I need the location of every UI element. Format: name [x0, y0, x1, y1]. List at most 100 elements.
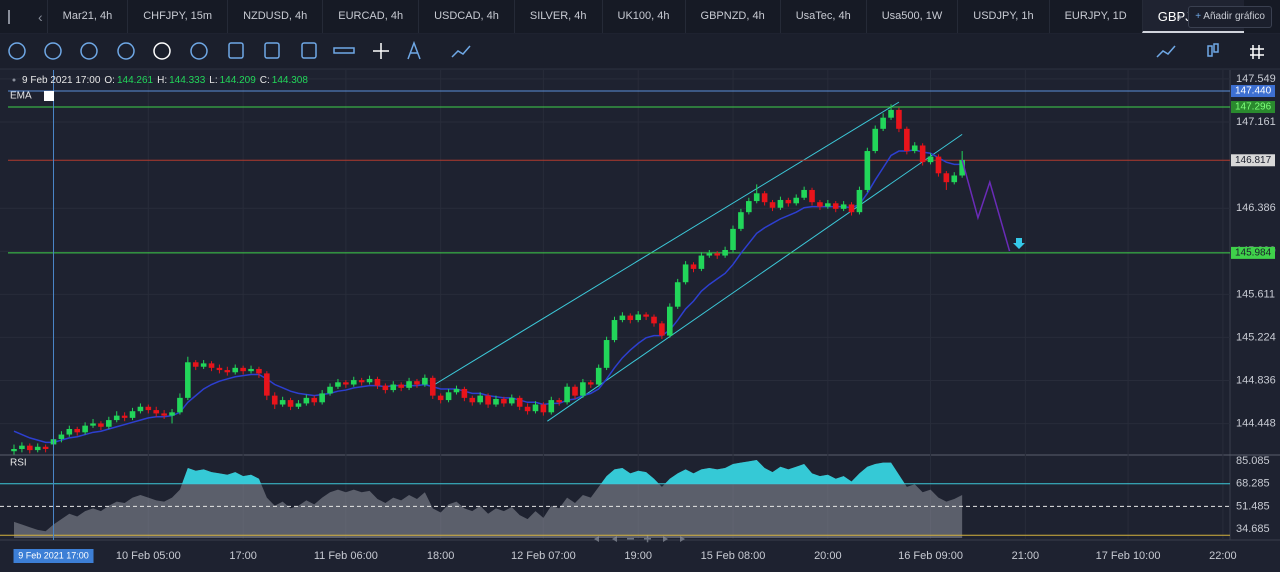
candle-body — [208, 363, 215, 368]
candle-body — [232, 367, 239, 373]
toolbar — [0, 34, 1280, 69]
candle-body — [153, 410, 160, 414]
rsi-tick-label: 68.285 — [1236, 478, 1270, 490]
price-flag — [1231, 246, 1275, 259]
candle-body — [406, 381, 412, 388]
x-tick-label: 19:00 — [624, 550, 652, 562]
candle-body — [493, 398, 499, 405]
candle-body — [817, 202, 823, 207]
candle-body — [437, 395, 444, 401]
rsi-tick-label: 85.085 — [1236, 455, 1270, 467]
candle-body — [706, 253, 713, 256]
candle-body — [864, 151, 871, 190]
chart-tab[interactable]: GBPNZD, 4h — [684, 0, 780, 33]
rsi-label: RSI — [10, 458, 27, 469]
close-overlay — [44, 91, 54, 101]
candle-body — [635, 314, 641, 321]
candle-body — [34, 446, 41, 451]
candle-body — [595, 367, 602, 385]
chart-tab[interactable]: USDCAD, 4h — [418, 0, 514, 33]
candle-body — [303, 397, 310, 404]
chart-tab[interactable]: Usa500, 1W — [865, 0, 958, 33]
candle-body — [904, 128, 910, 152]
x-tick-label: 15 Feb 08:00 — [701, 550, 766, 562]
rsi-tick-label: 34.685 — [1236, 523, 1270, 535]
add-chart-button[interactable]: + Añadir gráfico — [1188, 6, 1272, 28]
chart-tab[interactable]: USDJPY, 1h — [957, 0, 1048, 33]
scroll-left[interactable]: ‹ — [38, 8, 43, 25]
chart-tab[interactable]: UK100, 4h — [601, 0, 685, 33]
candle-body — [422, 377, 428, 385]
candle-body — [722, 249, 728, 256]
candle-body — [27, 445, 33, 451]
y-tick-label: 145.224 — [1236, 331, 1276, 343]
chart-tab[interactable]: SILVER, 4h — [513, 0, 602, 33]
candle-body — [287, 400, 294, 407]
candle-body — [935, 156, 942, 174]
candle-body — [793, 197, 800, 204]
ohlc-value: 144.333 — [169, 75, 206, 86]
candle-body — [469, 397, 476, 403]
candle-body — [667, 306, 673, 336]
x-tick-label: 20:00 — [814, 550, 842, 562]
ohlc-label: O: — [104, 75, 115, 86]
candle-body — [674, 282, 681, 307]
price-flag — [1231, 154, 1275, 167]
candle-body — [738, 212, 744, 229]
candle-body — [279, 400, 286, 405]
candle-body — [959, 159, 965, 176]
candle-body — [587, 382, 594, 385]
chart-tab[interactable]: CHFJPY, 15m — [127, 0, 227, 33]
candle-body — [856, 189, 863, 213]
candle-body — [169, 412, 175, 416]
forecast-arrow — [1013, 238, 1025, 249]
candle-body — [809, 189, 815, 203]
candle-body — [943, 173, 950, 183]
candle-body — [461, 388, 468, 398]
candle-body — [90, 423, 96, 426]
candle-body — [659, 323, 665, 336]
candle-body — [398, 384, 404, 388]
drawing-tools[interactable] — [8, 40, 1264, 60]
candle-body — [580, 382, 586, 396]
chart-tab[interactable]: UsaTec, 4h — [779, 0, 866, 33]
candle-body — [19, 445, 25, 449]
candle-body — [627, 315, 634, 321]
candle-body — [477, 395, 483, 403]
candle-body — [888, 109, 894, 118]
ohlc-label: L: — [209, 75, 217, 86]
candle-body — [682, 264, 689, 283]
candle-body — [919, 145, 926, 163]
candle-body — [429, 377, 436, 396]
candle-body — [746, 201, 752, 213]
rsi-area-high — [182, 459, 905, 484]
candle-body — [137, 406, 144, 412]
candle-body — [177, 397, 183, 413]
candle-body — [872, 128, 879, 152]
candle-body — [611, 320, 618, 341]
chart-tab[interactable]: EURJPY, 1D — [1048, 0, 1142, 33]
x-tick-label: 21:00 — [1012, 550, 1040, 562]
ohlc-value: 144.209 — [220, 75, 257, 86]
candle-body — [335, 382, 341, 387]
candle-body — [311, 397, 318, 403]
candle-body — [848, 204, 855, 213]
candle-body — [564, 386, 570, 403]
candle-body — [192, 362, 199, 367]
chart-tab[interactable]: Mar21, 4h — [46, 0, 128, 33]
candle-body — [769, 202, 776, 208]
chart-tab[interactable]: EURCAD, 4h — [322, 0, 418, 33]
crosshair-time-flag — [13, 549, 94, 563]
scroll-right[interactable]: › — [1177, 8, 1182, 24]
candle-body — [651, 316, 657, 324]
candle-body — [524, 406, 531, 412]
x-tick-label: 22:00 — [1209, 550, 1237, 562]
candle-body — [414, 381, 420, 385]
candle-body — [58, 434, 65, 439]
ohlc-header: 9 Feb 2021 17:00 O: 144.261 H: 144.333 L: 144.… — [22, 75, 308, 86]
price-flag-label: 145.984 — [1235, 248, 1272, 259]
candle-body — [761, 193, 768, 203]
menu-handle[interactable] — [8, 9, 24, 24]
chart-tab[interactable]: NZDUSD, 4h — [227, 0, 322, 33]
